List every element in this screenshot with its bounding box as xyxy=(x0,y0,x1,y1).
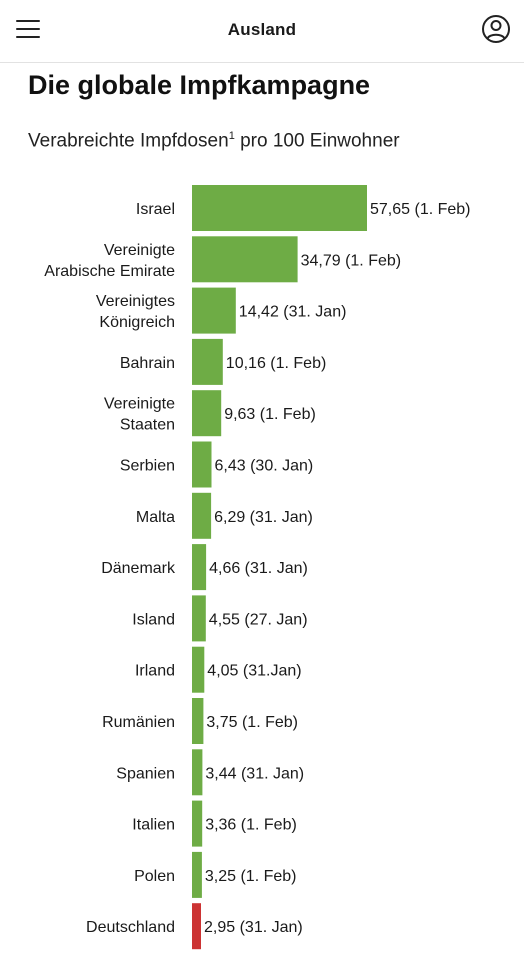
value-label-9: 4,05 (31.Jan) xyxy=(207,663,301,680)
category-label-13: Polen xyxy=(134,868,175,885)
value-label-8: 4,55 (27. Jan) xyxy=(209,611,308,628)
category-label-1-0: Vereinigte xyxy=(104,242,175,259)
category-label-2-1: Königreich xyxy=(99,314,175,331)
category-label-9: Irland xyxy=(135,663,175,680)
bar-8 xyxy=(192,595,206,642)
category-label-8: Island xyxy=(132,611,175,628)
bar-1 xyxy=(192,236,298,283)
subtitle-text: Verabreichte Impfdosen xyxy=(28,130,229,152)
bar-5 xyxy=(192,441,212,488)
bar-11 xyxy=(192,749,203,796)
section-title: Ausland xyxy=(227,20,297,39)
value-label-13: 3,25 (1. Feb) xyxy=(205,868,297,885)
category-label-12: Italien xyxy=(132,817,175,834)
subtitle-text-rest: pro 100 Einwohner xyxy=(234,130,400,152)
category-label-2-0: Vereinigtes xyxy=(96,293,175,310)
value-label-10: 3,75 (1. Feb) xyxy=(206,714,298,731)
category-label-3: Bahrain xyxy=(120,355,175,372)
bar-2 xyxy=(192,287,236,334)
value-label-3: 10,16 (1. Feb) xyxy=(226,355,326,372)
category-label-5: Serbien xyxy=(120,458,175,475)
bar-10 xyxy=(192,698,204,744)
top-bar: Ausland xyxy=(0,0,524,63)
category-label-14: Deutschland xyxy=(86,919,175,936)
bar-9 xyxy=(192,646,205,693)
bar-4 xyxy=(192,390,222,437)
category-label-6: Malta xyxy=(136,509,175,526)
bar-14 xyxy=(192,903,201,950)
category-label-4-1: Staaten xyxy=(120,417,175,434)
category-label-11: Spanien xyxy=(116,765,175,782)
category-label-10: Rumänien xyxy=(102,714,175,731)
value-label-12: 3,36 (1. Feb) xyxy=(205,817,297,834)
value-label-6: 6,29 (31. Jan) xyxy=(214,509,313,526)
category-label-7: Dänemark xyxy=(101,560,176,577)
value-label-11: 3,44 (31. Jan) xyxy=(205,765,304,782)
bar-6 xyxy=(192,492,212,539)
bar-3 xyxy=(192,338,223,385)
value-label-1: 34,79 (1. Feb) xyxy=(301,252,402,269)
bar-13 xyxy=(192,851,202,898)
hamburger-menu-icon[interactable] xyxy=(16,18,42,40)
value-label-7: 4,66 (31. Jan) xyxy=(209,560,308,577)
footnote-marker: 1 xyxy=(228,130,235,142)
value-label-0: 57,65 (1. Feb) xyxy=(370,201,471,218)
bar-chart: Israel 57,65 (1. Feb) Vereinigte Arabische … xyxy=(44,185,471,950)
chart-title: Die globale Impfkampagne xyxy=(28,70,371,100)
value-label-4: 9,63 (1. Feb) xyxy=(224,406,316,423)
category-label-0: Israel xyxy=(136,201,175,218)
bar-0 xyxy=(192,185,367,231)
value-label-5: 6,43 (30. Jan) xyxy=(215,458,314,475)
bar-7 xyxy=(192,544,207,591)
value-label-14: 2,95 (31. Jan) xyxy=(204,919,303,936)
bar-12 xyxy=(192,800,203,847)
user-profile-icon[interactable] xyxy=(481,14,511,44)
value-label-2: 14,42 (31. Jan) xyxy=(239,304,347,321)
category-label-4-0: Vereinigte xyxy=(104,396,175,413)
category-label-1-1: Arabische Emirate xyxy=(44,263,175,280)
chart-subtitle: Verabreichte Impfdosen1 pro 100 Einwohne… xyxy=(28,130,400,152)
